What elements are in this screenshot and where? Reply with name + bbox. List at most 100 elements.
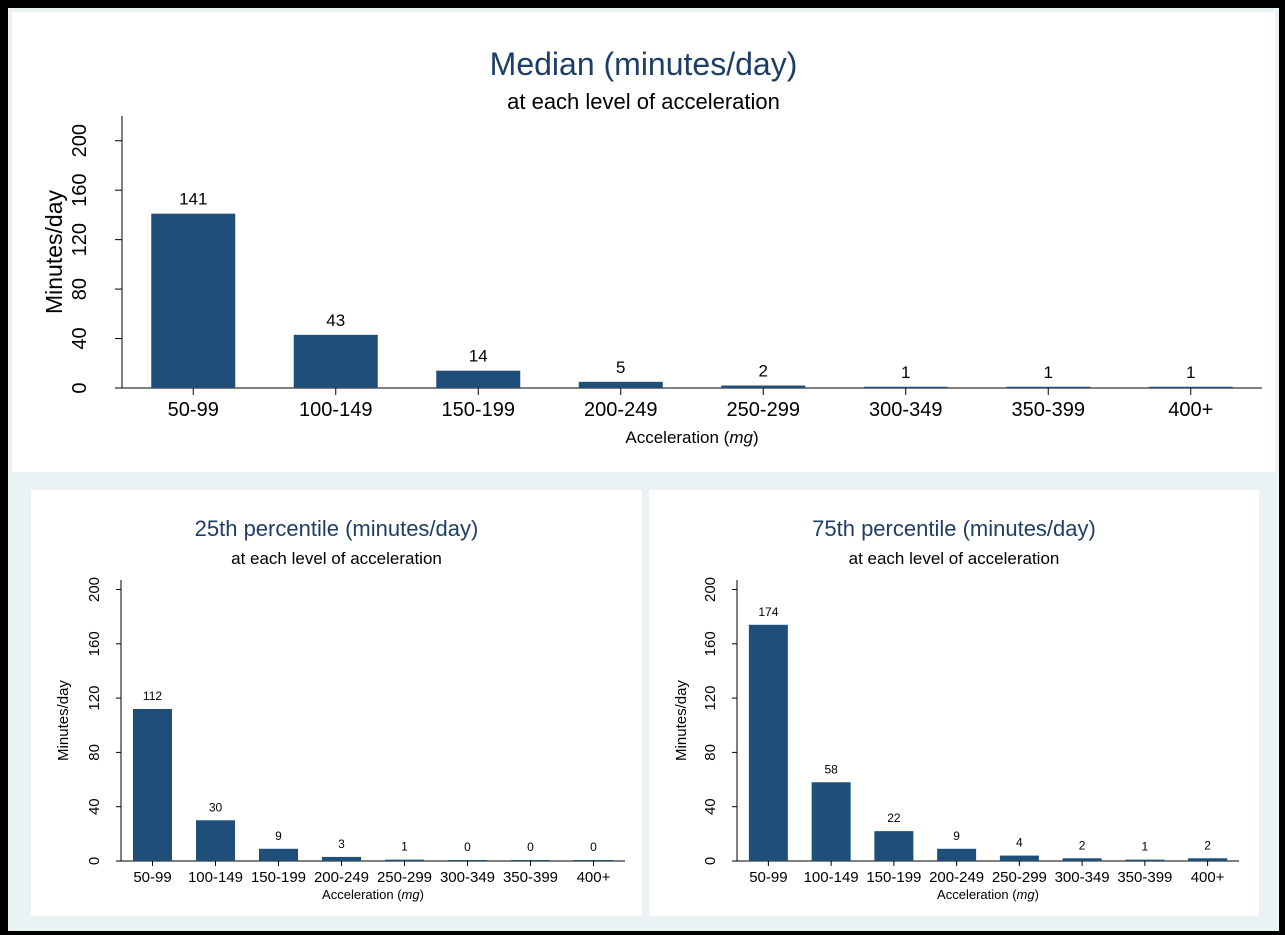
y-tick-label: 0 [86,857,103,865]
x-tick-label: 250-299 [377,869,432,886]
data-label: 9 [953,829,960,843]
y-tick-label: 160 [702,631,719,656]
data-label: 58 [824,762,838,776]
chart-title: 25th percentile (minutes/day) [195,516,479,541]
x-axis-label-suffix: ) [420,887,424,902]
bar [259,848,298,861]
bar [999,855,1039,861]
y-tick-label: 160 [86,631,103,656]
x-axis-label-suffix: ) [753,428,759,447]
data-label: 1 [1186,363,1195,382]
x-tick-label: 400+ [577,869,611,886]
bar [811,782,851,861]
y-tick-label: 200 [86,577,103,602]
bar [1148,386,1233,388]
bar [748,624,788,861]
data-label: 0 [527,840,534,854]
chart-title: Median (minutes/day) [490,46,798,82]
data-label: 22 [887,811,901,825]
x-tick-label: 300-349 [869,399,942,421]
p75-chart-panel: 75th percentile (minutes/day) at each lev… [649,490,1259,916]
data-label: 4 [1016,836,1023,850]
x-axis-label-suffix: ) [1035,887,1039,902]
data-label: 0 [590,840,597,854]
x-tick-label: 200-249 [584,399,657,421]
data-label: 174 [758,605,778,619]
bar [511,860,550,861]
y-tick-label: 120 [69,223,91,256]
bar [1125,859,1165,861]
x-tick-label: 150-199 [866,869,921,886]
x-axis-label: Acceleration (mg) [937,887,1039,902]
bar [1006,386,1091,388]
data-label: 2 [759,362,768,381]
data-label: 2 [1204,838,1211,852]
chart-title: 75th percentile (minutes/day) [812,516,1096,541]
bar [196,820,235,861]
x-axis-label-unit: mg [729,428,753,447]
chart-subtitle: at each level of acceleration [231,549,442,568]
y-tick-label: 80 [69,278,91,300]
data-label: 112 [143,689,162,703]
x-tick-label: 350-399 [1117,869,1172,886]
bar [322,856,361,861]
y-tick-label: 40 [86,798,103,815]
p25-chart-panel: 25th percentile (minutes/day) at each lev… [31,490,642,916]
y-axis-label: Minutes/day [673,680,690,761]
x-axis-label-prefix: Acceleration ( [625,428,729,447]
y-axis-label: Minutes/day [55,680,72,761]
y-tick-label: 40 [69,327,91,349]
figure-frame: Median (minutes/day) at each level of acc… [8,8,1279,931]
bar [385,859,424,861]
x-tick-label: 200-249 [314,869,369,886]
bar [937,848,977,861]
x-axis-label-unit: mg [402,887,421,902]
x-axis-label: Acceleration (mg) [322,887,424,902]
y-tick-label: 80 [86,744,103,761]
bar [1062,858,1102,861]
bar [436,370,521,388]
x-tick-label: 400+ [1168,399,1213,421]
data-label: 5 [616,358,625,377]
bar [1188,858,1228,861]
x-axis-label-unit: mg [1017,887,1036,902]
median-chart: Median (minutes/day) at each level of acc… [41,46,1262,447]
y-tick-label: 120 [702,686,719,711]
data-label: 1 [1044,363,1053,382]
data-label: 30 [209,800,223,814]
bar [448,860,487,861]
y-tick-label: 200 [702,577,719,602]
x-tick-label: 400+ [1191,869,1225,886]
data-label: 9 [275,829,282,843]
p75-chart: 75th percentile (minutes/day) at each lev… [673,516,1239,902]
bar [578,381,663,388]
median-chart-panel: Median (minutes/day) at each level of acc… [12,12,1275,472]
x-tick-label: 250-299 [992,869,1047,886]
x-tick-label: 50-99 [749,869,787,886]
x-tick-label: 50-99 [168,399,219,421]
x-tick-label: 200-249 [929,869,984,886]
data-label: 1 [901,363,910,382]
chart-subtitle: at each level of acceleration [849,549,1060,568]
data-label: 14 [469,347,488,366]
x-tick-label: 100-149 [188,869,243,886]
y-tick-label: 80 [702,744,719,761]
bar [293,334,378,388]
y-tick-label: 200 [69,124,91,157]
y-tick-label: 120 [86,686,103,711]
x-tick-label: 50-99 [133,869,171,886]
y-tick-label: 160 [69,173,91,206]
data-label: 1 [1142,840,1149,854]
data-label: 3 [338,837,345,851]
y-tick-label: 40 [702,798,719,815]
data-label: 2 [1079,838,1086,852]
bar [874,831,914,861]
x-tick-label: 250-299 [727,399,800,421]
bar [151,213,236,388]
x-tick-label: 100-149 [299,399,372,421]
bar [574,860,613,861]
x-tick-label: 100-149 [804,869,859,886]
x-tick-label: 300-349 [440,869,495,886]
y-tick-label: 0 [69,382,91,393]
bar [721,385,806,388]
